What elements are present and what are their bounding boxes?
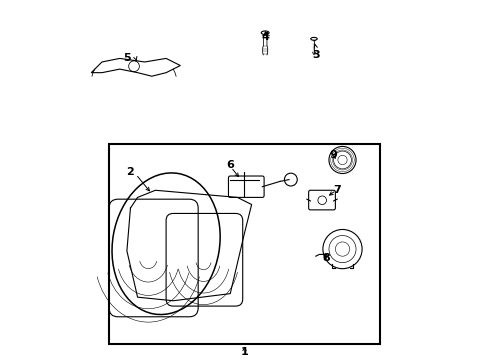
- Text: 6: 6: [226, 160, 234, 170]
- Text: 9: 9: [329, 150, 337, 159]
- Bar: [109, 144, 379, 343]
- Text: 5: 5: [123, 53, 130, 63]
- Text: 1: 1: [240, 347, 248, 357]
- Text: 3: 3: [311, 50, 319, 60]
- Text: 7: 7: [333, 185, 340, 195]
- Text: 2: 2: [126, 167, 134, 177]
- Text: 4: 4: [262, 32, 269, 42]
- Text: 8: 8: [322, 253, 330, 263]
